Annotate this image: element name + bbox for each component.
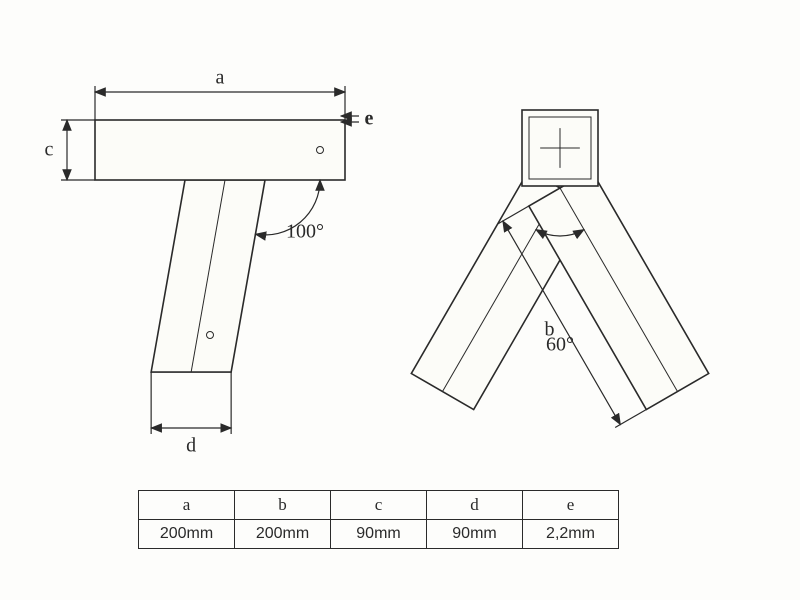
- angle-60-label: 60°: [546, 334, 574, 357]
- dim-table-header: d: [427, 491, 523, 520]
- dim-table-value: 200mm: [235, 520, 331, 549]
- dim-table-value: 90mm: [427, 520, 523, 549]
- angle-100-label: 100°: [286, 221, 324, 244]
- dimension-table: abcde 200mm200mm90mm90mm2,2mm: [138, 490, 619, 549]
- dim-table-value: 200mm: [139, 520, 235, 549]
- dim-table-value: 2,2mm: [523, 520, 619, 549]
- dim-table-value: 90mm: [331, 520, 427, 549]
- dim-a-label: a: [216, 67, 225, 90]
- dim-c-label: c: [45, 139, 54, 162]
- dim-table-header: c: [331, 491, 427, 520]
- end-view: [411, 110, 708, 410]
- technical-drawing: a c d e b 100° 60° abcde 200mm200mm90mm9…: [0, 0, 800, 600]
- dim-d-label: d: [186, 435, 196, 458]
- front-view: [95, 120, 345, 372]
- dim-table-header: e: [523, 491, 619, 520]
- dim-table-header: b: [235, 491, 331, 520]
- dim-e-label: e: [365, 108, 374, 131]
- dim-table-header: a: [139, 491, 235, 520]
